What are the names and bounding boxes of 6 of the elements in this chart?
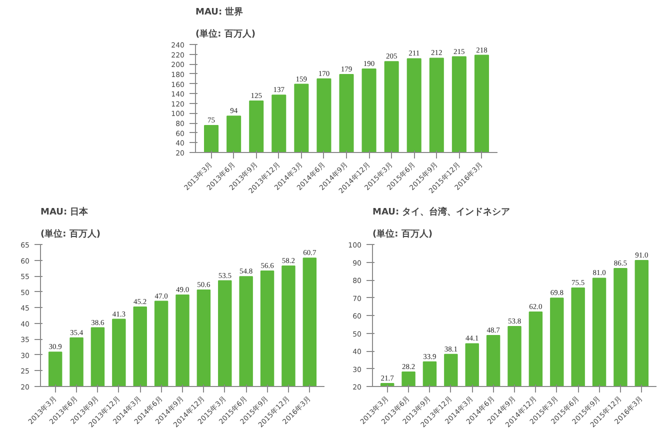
chart-subtitle: (単位: 百万人) <box>196 28 256 40</box>
chart-title: MAU: 日本 <box>40 206 90 218</box>
chart-title: MAU: 世界 <box>196 6 244 18</box>
chart-title: MAU: タイ、台湾、インドネシア <box>372 206 510 218</box>
chart-subtitle: (単位: 百万人) <box>372 228 432 240</box>
chart-subtitle: (単位: 百万人) <box>40 228 100 240</box>
